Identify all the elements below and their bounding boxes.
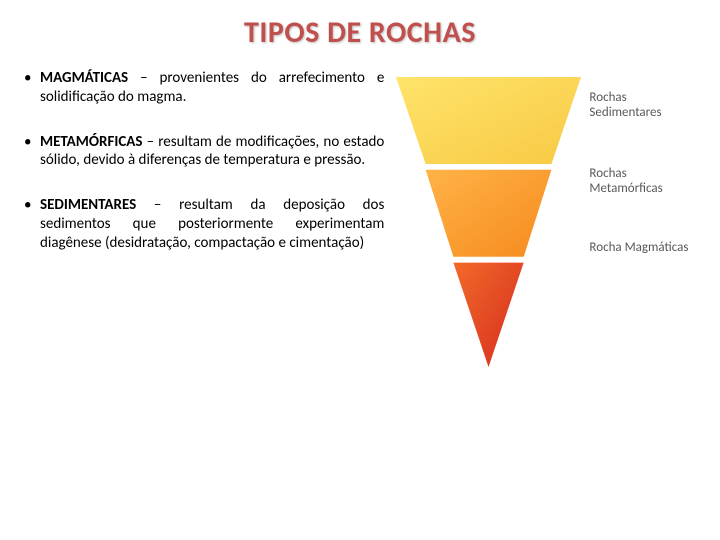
bullet-lead: METAMÓRFICAS (40, 133, 142, 151)
bullet-lead: MAGMÁTICAS (40, 69, 128, 87)
triangle-label: Rocha Magmáticas (589, 241, 700, 256)
bullet-item: METAMÓRFICAS – resultam de modificações,… (20, 133, 384, 171)
content-row: MAGMÁTICAS – provenientes do arrefecimen… (0, 51, 720, 367)
triangle-svg (396, 77, 581, 367)
bullet-list: MAGMÁTICAS – provenientes do arrefecimen… (20, 69, 396, 278)
triangle-diagram: Rochas Sedimentares Rochas Metamórficas … (396, 69, 700, 367)
bullet-sep: – (136, 196, 179, 214)
bullet-lead: SEDIMENTARES (40, 196, 136, 214)
bullet-sep: – (128, 69, 159, 87)
triangle-shape (396, 77, 581, 367)
triangle-label: Rochas Sedimentares (589, 91, 700, 121)
triangle-band-bot (454, 263, 524, 367)
bullet-item: MAGMÁTICAS – provenientes do arrefecimen… (20, 69, 384, 107)
bullet-sep: – (142, 133, 158, 151)
triangle-labels: Rochas Sedimentares Rochas Metamórficas … (581, 77, 700, 256)
page-title: TIPOS DE ROCHAS (0, 0, 720, 51)
triangle-label: Rochas Metamórficas (589, 167, 700, 197)
triangle-band-top (396, 77, 581, 164)
bullet-item: SEDIMENTARES – resultam da deposição dos… (20, 196, 384, 252)
triangle-band-mid (426, 170, 552, 257)
